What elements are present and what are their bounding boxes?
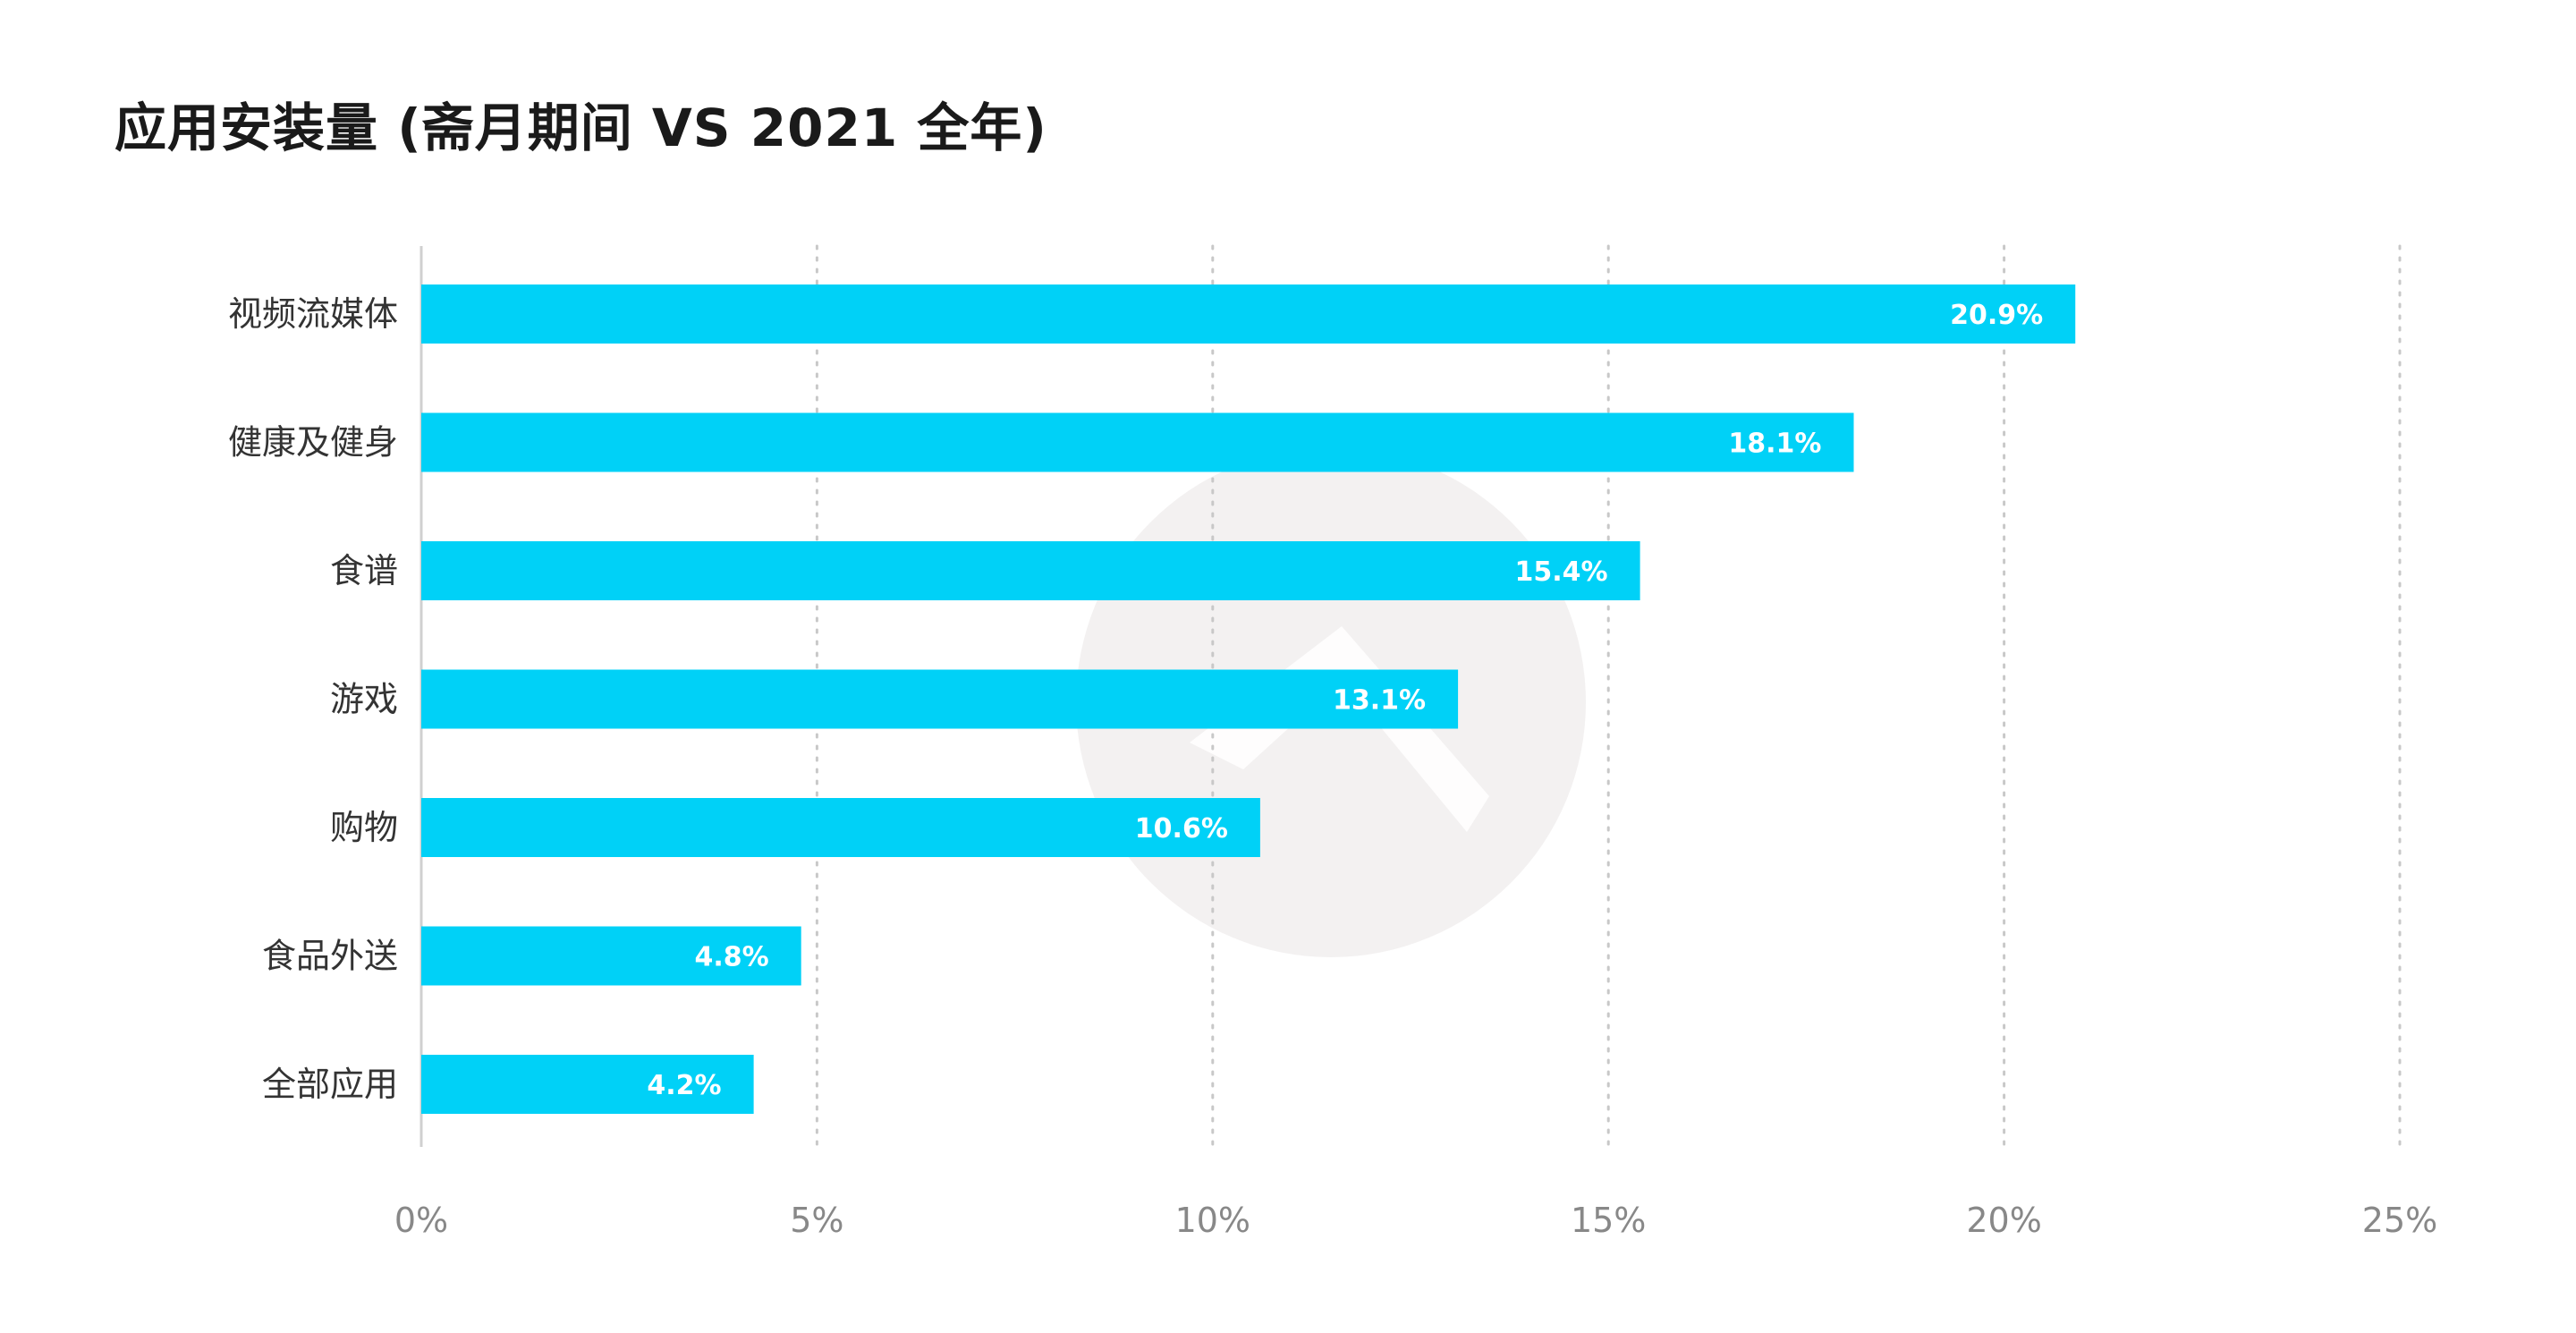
category-label-0: 视频流媒体 xyxy=(228,294,398,334)
x-tick-label-0: 0% xyxy=(394,1201,448,1240)
x-tick-label-5: 5% xyxy=(790,1201,843,1240)
value-label-0: 20.9% xyxy=(1950,300,2043,331)
value-label-6: 4.2% xyxy=(647,1070,721,1101)
bar-6 xyxy=(421,1055,754,1114)
bar-5 xyxy=(421,926,801,986)
grid-lines xyxy=(815,244,2402,1149)
category-label-6: 全部应用 xyxy=(262,1065,398,1104)
category-label-3: 游戏 xyxy=(330,680,398,719)
bar-3 xyxy=(421,669,1459,729)
chart-title: 应用安装量 (斋月期间 VS 2021 全年) xyxy=(114,98,1047,158)
bar-4 xyxy=(421,798,1260,857)
value-label-3: 13.1% xyxy=(1333,685,1426,717)
x-tick-label-10: 10% xyxy=(1175,1201,1250,1240)
bar-0 xyxy=(421,284,2076,344)
bars: 20.9% 18.1% 15.4% 13.1% 10.6% 4.8% 4.2% xyxy=(421,284,2076,1114)
x-tick-labels: 0% 5% 10% 15% 20% 25% xyxy=(394,1201,2437,1240)
x-tick-label-25: 25% xyxy=(2362,1201,2437,1240)
value-label-4: 10.6% xyxy=(1135,813,1228,845)
bar-1 xyxy=(421,412,1854,472)
value-label-1: 18.1% xyxy=(1728,429,1821,460)
x-tick-label-15: 15% xyxy=(1571,1201,1646,1240)
category-label-4: 购物 xyxy=(330,808,398,847)
bar-2 xyxy=(421,541,1640,600)
category-label-5: 食品外送 xyxy=(262,937,398,976)
value-label-5: 4.8% xyxy=(695,942,769,973)
category-label-1: 健康及健身 xyxy=(228,423,398,463)
x-tick-label-20: 20% xyxy=(1966,1201,2041,1240)
value-label-2: 15.4% xyxy=(1515,556,1608,588)
category-label-2: 食谱 xyxy=(330,551,398,590)
watermark-mark xyxy=(1190,626,1489,832)
